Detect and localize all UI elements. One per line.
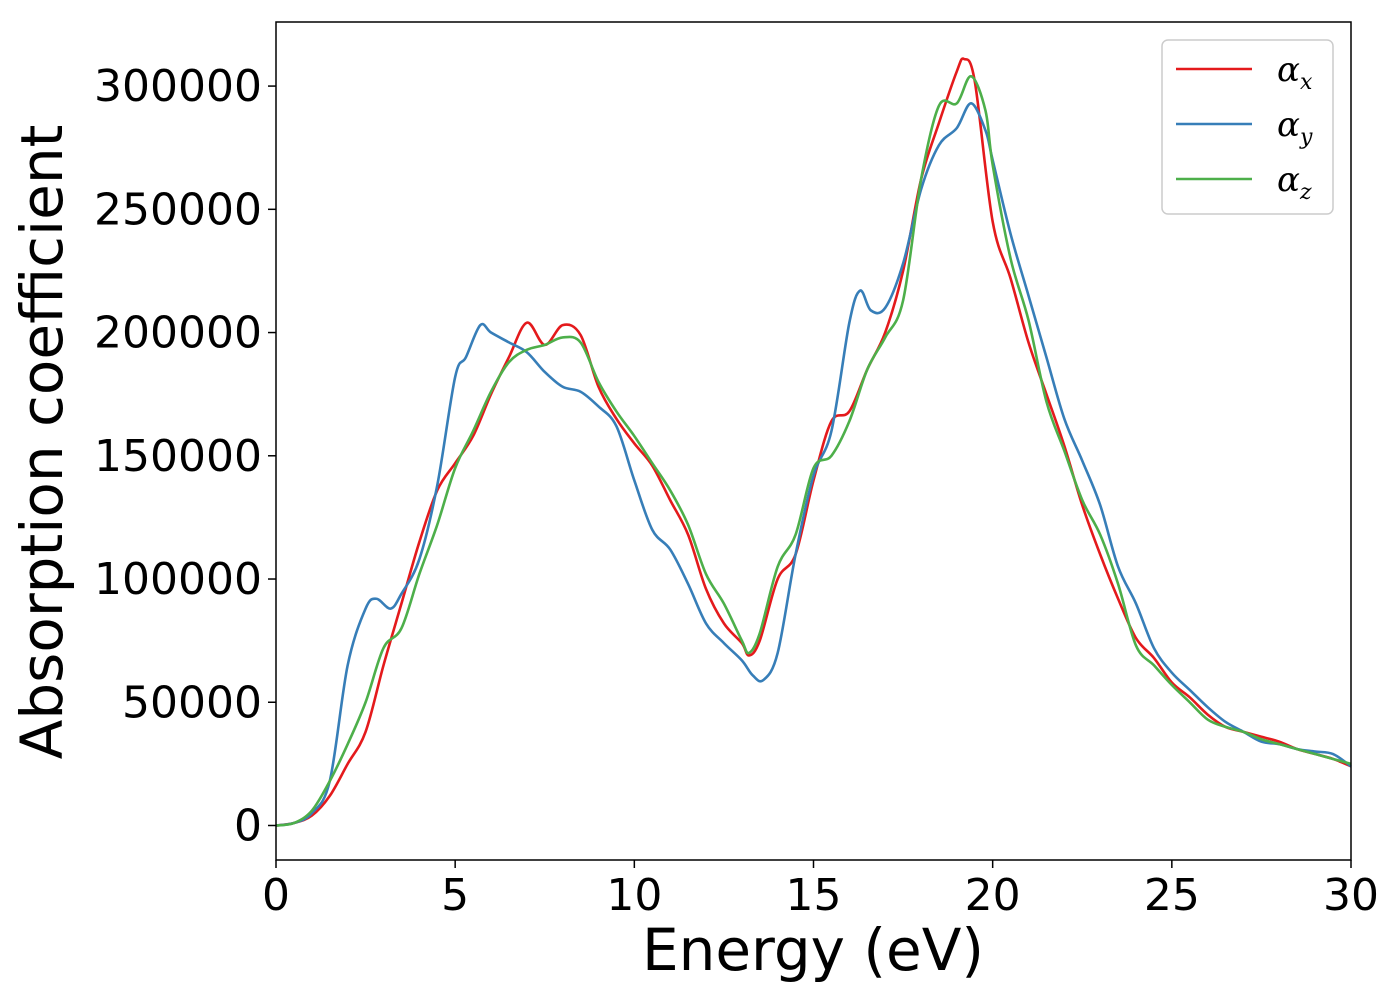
legend-box [1161,39,1334,215]
y-axis-label: Absorption coefficient [8,125,76,760]
y-tick-label: 0 [234,800,262,851]
y-tick-label: 50000 [122,677,262,728]
y-tick-label: 100000 [94,554,262,605]
x-tick-label: 20 [965,870,1021,921]
y-tick-label: 200000 [94,308,262,359]
y-axis: 0 50000 100000 150000 200000 250000 300000 [94,61,276,851]
series-layer [275,57,1352,827]
legend-label-z: αz [1277,160,1312,205]
legend: αx αy αz [1161,39,1334,215]
y-tick-label: 150000 [94,431,262,482]
x-axis: 0 5 10 15 20 25 30 [262,860,1379,921]
series-line-z [275,74,1352,827]
legend-label-x: αx [1277,50,1313,95]
x-axis-label: Energy (eV) [642,916,984,984]
x-tick-label: 10 [606,870,662,921]
y-tick-label: 250000 [94,184,262,235]
x-tick-label: 30 [1323,870,1379,921]
x-tick-label: 5 [441,870,469,921]
y-tick-label: 300000 [94,61,262,112]
series-line-y [275,102,1352,827]
x-tick-label: 25 [1144,870,1200,921]
x-tick-label: 15 [786,870,842,921]
x-tick-label: 0 [262,870,290,921]
legend-label-y: αy [1277,105,1313,150]
